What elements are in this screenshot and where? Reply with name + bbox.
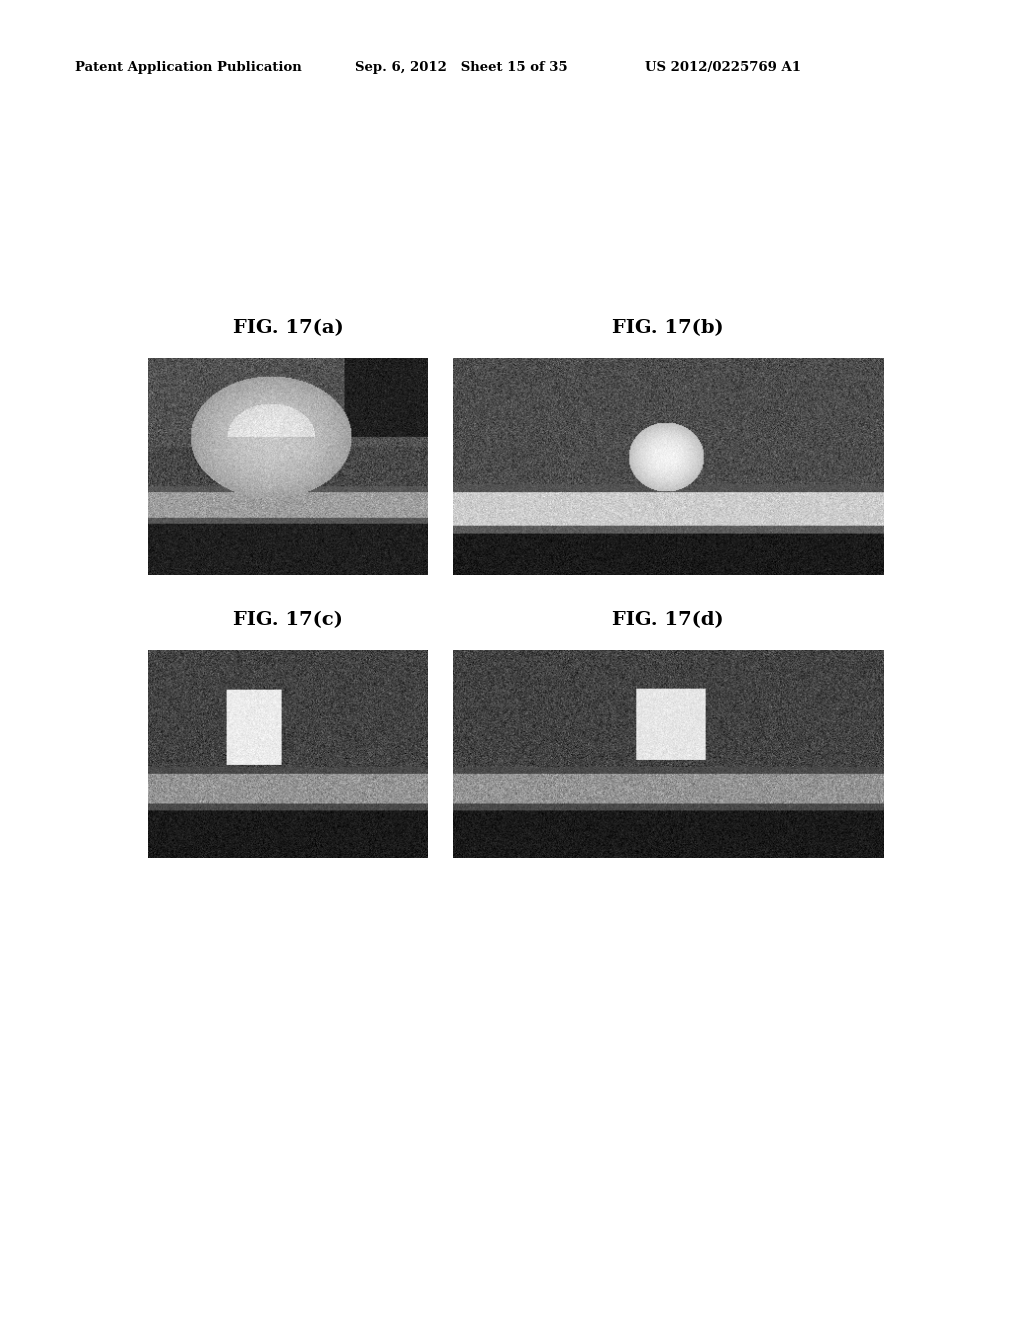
Text: US 2012/0225769 A1: US 2012/0225769 A1 <box>645 62 801 74</box>
Text: Sep. 6, 2012   Sheet 15 of 35: Sep. 6, 2012 Sheet 15 of 35 <box>355 62 567 74</box>
Text: Patent Application Publication: Patent Application Publication <box>75 62 302 74</box>
Text: FIG. 17(a): FIG. 17(a) <box>232 319 343 337</box>
Text: FIG. 17(d): FIG. 17(d) <box>612 611 724 630</box>
Text: FIG. 17(c): FIG. 17(c) <box>233 611 343 630</box>
Text: FIG. 17(b): FIG. 17(b) <box>612 319 724 337</box>
